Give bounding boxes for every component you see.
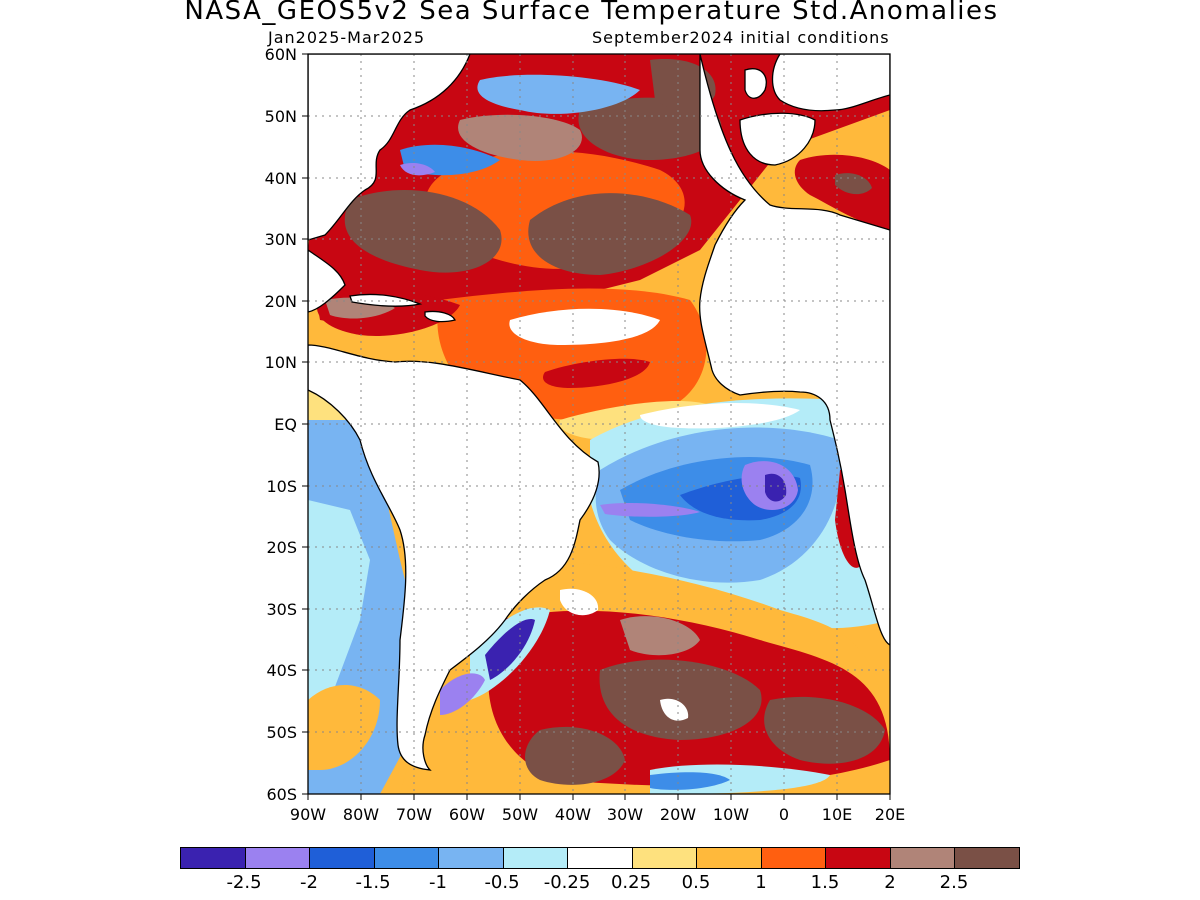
longitude-labels: 90W 80W 70W 60W 50W 40W 30W 20W 10W 0 10… bbox=[290, 805, 905, 824]
color-bar-cell bbox=[697, 848, 762, 868]
land-cuba bbox=[349, 293, 423, 307]
anomaly-field-brazil-indigo bbox=[485, 619, 535, 680]
lat-label: 10N bbox=[265, 353, 297, 372]
lat-label: 50S bbox=[266, 723, 297, 742]
color-bar-cell bbox=[374, 848, 440, 868]
lon-label: 0 bbox=[779, 805, 789, 824]
anomaly-field-s-atlantic-brown-2 bbox=[764, 696, 885, 764]
anomaly-field-eq-violet-2 bbox=[600, 502, 700, 517]
color-bar-cell bbox=[439, 848, 504, 868]
lon-label: 50W bbox=[502, 805, 538, 824]
anomaly-field-gulf-stream-violet bbox=[400, 162, 435, 176]
map-title: NASA_GEOS5v2 Sea Surface Temperature Std… bbox=[184, 0, 999, 26]
lat-label: 40S bbox=[266, 661, 297, 680]
color-bar-label: 2 bbox=[884, 872, 896, 893]
color-bar-cell bbox=[632, 848, 698, 868]
color-bar-label: 2.5 bbox=[939, 872, 969, 893]
lat-label: 30S bbox=[266, 600, 297, 619]
lat-label: 60S bbox=[266, 785, 297, 804]
anomaly-field-n-atlantic-brown-1 bbox=[344, 190, 502, 273]
color-bar bbox=[180, 847, 1020, 869]
lon-label: 40W bbox=[555, 805, 591, 824]
color-bar-cell bbox=[245, 848, 311, 868]
color-bar-cell bbox=[890, 848, 956, 868]
land-hispaniola bbox=[424, 310, 456, 323]
anomaly-field-s-atlantic-blue bbox=[650, 772, 730, 790]
graticule bbox=[308, 54, 890, 794]
anomaly-field-eq-white bbox=[640, 403, 800, 429]
anomaly-field-patagonia-violet bbox=[440, 673, 485, 715]
color-bar-cell bbox=[568, 848, 633, 868]
lon-label: 80W bbox=[343, 805, 379, 824]
color-bar-cell bbox=[761, 848, 827, 868]
anomaly-field-labrador-blue bbox=[477, 74, 640, 114]
color-bar-label: -0.25 bbox=[543, 872, 591, 893]
anomaly-field-tropical-red bbox=[542, 358, 650, 388]
anomaly-field-n-atlantic-brown-2 bbox=[528, 193, 692, 275]
lon-label: 10E bbox=[822, 805, 852, 824]
color-bar-cell bbox=[181, 848, 246, 868]
land-north-america bbox=[308, 54, 471, 241]
anomaly-field-n-atlantic-brown-4 bbox=[650, 59, 716, 111]
lat-label: 10S bbox=[266, 477, 297, 496]
lat-label: 40N bbox=[265, 169, 297, 188]
land-uk bbox=[744, 68, 767, 99]
lat-label: EQ bbox=[274, 415, 297, 434]
color-bar-cell bbox=[826, 848, 891, 868]
latitude-labels: 60N 50N 40N 30N 20N 10N EQ 10S 20S 30S 4… bbox=[265, 45, 297, 804]
land-africa bbox=[699, 54, 890, 646]
anomaly-field-n-atlantic-brown-3 bbox=[578, 97, 722, 160]
color-bar-label: -2.5 bbox=[226, 872, 262, 893]
color-bar-label: 0.25 bbox=[610, 872, 652, 893]
lon-label: 20W bbox=[660, 805, 696, 824]
forecast-period: Jan2025-Mar2025 bbox=[268, 28, 426, 47]
anomaly-field-tropical-white bbox=[509, 308, 660, 345]
color-bar-label: 1 bbox=[755, 872, 767, 893]
lon-label: 90W bbox=[290, 805, 326, 824]
color-bar-label: -1.5 bbox=[355, 872, 391, 893]
lon-label: 10W bbox=[713, 805, 749, 824]
color-bar-cell bbox=[955, 848, 1019, 868]
color-bar-label: -1 bbox=[429, 872, 447, 893]
anomaly-field-e-pacific-orange bbox=[308, 685, 380, 770]
lat-label: 60N bbox=[265, 45, 297, 64]
anomaly-field-s-atlantic-mauve bbox=[620, 616, 700, 656]
lon-label: 60W bbox=[449, 805, 485, 824]
lon-label: 20E bbox=[875, 805, 905, 824]
anomaly-field-s-atlantic-brown-3 bbox=[525, 726, 625, 785]
lat-label: 20S bbox=[266, 538, 297, 557]
color-bar-label: 1.5 bbox=[810, 872, 840, 893]
color-bar-label: 0.5 bbox=[681, 872, 711, 893]
land-central-america bbox=[308, 249, 346, 313]
land-iberia bbox=[739, 112, 816, 166]
lon-label: 30W bbox=[607, 805, 643, 824]
anomaly-field-n-atlantic-mauve bbox=[458, 114, 582, 161]
anomaly-field-eq-indigo bbox=[765, 473, 787, 502]
lat-label: 20N bbox=[265, 292, 297, 311]
lat-label: 50N bbox=[265, 107, 297, 126]
anomaly-field-e-pacific-lightblue bbox=[308, 500, 370, 720]
color-bar-cell bbox=[310, 848, 375, 868]
lat-label: 30N bbox=[265, 230, 297, 249]
anomaly-field-mediterranean-red bbox=[794, 154, 890, 230]
anomaly-field-s-atlantic-brown-1 bbox=[599, 659, 762, 740]
initial-conditions: September2024 initial conditions bbox=[592, 28, 890, 47]
color-bar-label: -0.5 bbox=[484, 872, 520, 893]
land-europe bbox=[771, 54, 890, 112]
tick-marks bbox=[302, 53, 891, 800]
anomaly-field-s-atlantic-white-2 bbox=[660, 698, 689, 721]
lon-label: 70W bbox=[396, 805, 432, 824]
color-bar-label: -2 bbox=[300, 872, 318, 893]
color-bar-cell bbox=[503, 848, 569, 868]
